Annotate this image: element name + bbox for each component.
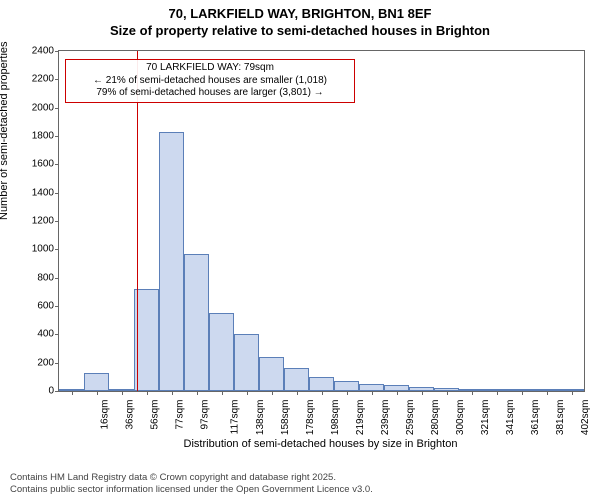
x-tick-mark <box>222 391 223 395</box>
x-tick-label: 219sqm <box>355 400 366 436</box>
y-tick-label: 1800 <box>19 131 54 142</box>
x-tick-mark <box>72 391 73 395</box>
annotation-line3: 79% of semi-detached houses are larger (… <box>70 87 350 100</box>
x-tick-label: 16sqm <box>99 400 110 430</box>
x-tick-label: 239sqm <box>380 400 391 436</box>
chart-container: 70, LARKFIELD WAY, BRIGHTON, BN1 8EF Siz… <box>0 0 600 500</box>
x-tick-mark <box>97 391 98 395</box>
x-tick-mark <box>497 391 498 395</box>
y-tick-mark <box>55 136 59 137</box>
plot-area: 0200400600800100012001400160018002000220… <box>58 50 585 392</box>
y-tick-label: 2400 <box>19 46 54 57</box>
x-tick-label: 158sqm <box>280 400 291 436</box>
x-tick-mark <box>272 391 273 395</box>
x-tick-mark <box>122 391 123 395</box>
y-tick-mark <box>55 306 59 307</box>
x-tick-label: 321sqm <box>480 400 491 436</box>
y-tick-mark <box>55 79 59 80</box>
x-axis-label: Distribution of semi-detached houses by … <box>58 438 583 450</box>
x-tick-mark <box>172 391 173 395</box>
y-tick-label: 200 <box>19 357 54 368</box>
y-tick-label: 1400 <box>19 187 54 198</box>
y-tick-mark <box>55 334 59 335</box>
y-tick-mark <box>55 51 59 52</box>
x-tick-mark <box>447 391 448 395</box>
footer-attribution: Contains HM Land Registry data © Crown c… <box>10 472 373 496</box>
title-line1: 70, LARKFIELD WAY, BRIGHTON, BN1 8EF <box>0 6 600 23</box>
chart-title: 70, LARKFIELD WAY, BRIGHTON, BN1 8EF Siz… <box>0 0 600 40</box>
y-tick-mark <box>55 221 59 222</box>
x-tick-mark <box>247 391 248 395</box>
y-tick-mark <box>55 193 59 194</box>
histogram-bar <box>134 289 159 391</box>
histogram-bar <box>184 254 209 391</box>
footer-line2: Contains public sector information licen… <box>10 484 373 496</box>
y-tick-label: 600 <box>19 301 54 312</box>
x-tick-label: 77sqm <box>174 400 185 430</box>
y-tick-mark <box>55 108 59 109</box>
x-tick-mark <box>422 391 423 395</box>
y-tick-label: 400 <box>19 329 54 340</box>
histogram-bar <box>334 381 359 391</box>
y-tick-label: 2000 <box>19 102 54 113</box>
x-tick-label: 402sqm <box>580 400 591 436</box>
x-tick-label: 138sqm <box>255 400 266 436</box>
histogram-bar <box>284 368 309 391</box>
x-tick-label: 361sqm <box>530 400 541 436</box>
x-tick-label: 56sqm <box>149 400 160 430</box>
y-tick-label: 1200 <box>19 216 54 227</box>
x-tick-mark <box>547 391 548 395</box>
y-tick-mark <box>55 164 59 165</box>
histogram-bar <box>259 357 284 391</box>
x-tick-label: 117sqm <box>229 400 240 435</box>
x-tick-mark <box>522 391 523 395</box>
x-tick-label: 97sqm <box>199 400 210 430</box>
histogram-bar <box>84 373 109 391</box>
x-tick-label: 341sqm <box>505 400 516 436</box>
x-tick-label: 259sqm <box>405 400 416 436</box>
x-tick-mark <box>397 391 398 395</box>
histogram-bar <box>309 377 334 391</box>
histogram-bar <box>234 334 259 391</box>
x-tick-mark <box>297 391 298 395</box>
y-tick-mark <box>55 363 59 364</box>
x-tick-label: 36sqm <box>124 400 135 430</box>
x-tick-label: 198sqm <box>330 400 341 436</box>
y-axis-label: Number of semi-detached properties <box>0 41 10 220</box>
x-tick-label: 300sqm <box>455 400 466 436</box>
y-tick-label: 2200 <box>19 74 54 85</box>
x-tick-mark <box>572 391 573 395</box>
y-tick-mark <box>55 278 59 279</box>
annotation-box: 70 LARKFIELD WAY: 79sqm← 21% of semi-det… <box>65 59 355 103</box>
histogram-bar <box>209 313 234 391</box>
x-tick-mark <box>472 391 473 395</box>
histogram-bar <box>359 384 384 391</box>
y-tick-mark <box>55 249 59 250</box>
title-line2: Size of property relative to semi-detach… <box>0 23 600 40</box>
annotation-line2: ← 21% of semi-detached houses are smalle… <box>70 75 350 88</box>
x-tick-mark <box>147 391 148 395</box>
histogram-bar <box>159 132 184 391</box>
x-tick-mark <box>372 391 373 395</box>
footer-line1: Contains HM Land Registry data © Crown c… <box>10 472 373 484</box>
y-tick-mark <box>55 391 59 392</box>
x-tick-label: 381sqm <box>555 400 566 436</box>
x-tick-mark <box>322 391 323 395</box>
y-tick-label: 1600 <box>19 159 54 170</box>
x-tick-label: 178sqm <box>305 400 316 436</box>
annotation-line1: 70 LARKFIELD WAY: 79sqm <box>70 62 350 75</box>
y-tick-label: 800 <box>19 272 54 283</box>
x-tick-label: 280sqm <box>430 400 441 436</box>
x-tick-mark <box>197 391 198 395</box>
y-tick-label: 0 <box>19 386 54 397</box>
x-tick-mark <box>347 391 348 395</box>
y-tick-label: 1000 <box>19 244 54 255</box>
